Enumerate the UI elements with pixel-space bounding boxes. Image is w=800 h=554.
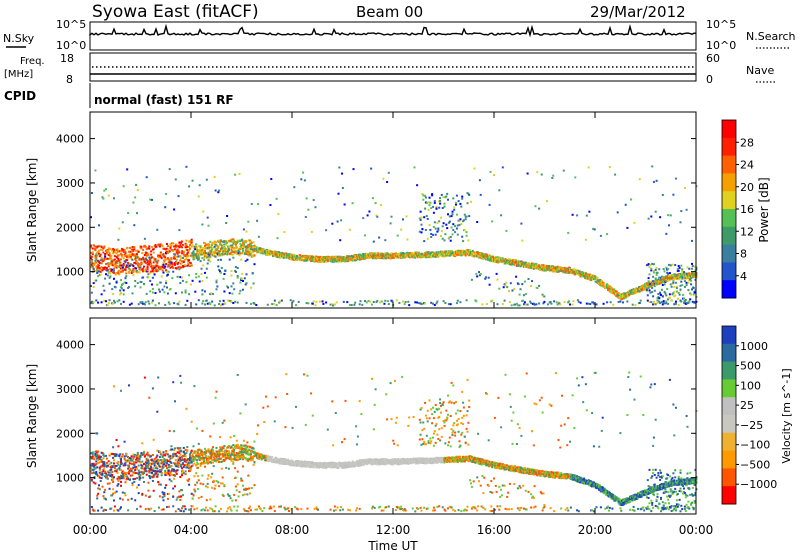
x-tick-label: 00:00 (679, 523, 714, 537)
colorbar-tick-label: 25 (740, 399, 754, 412)
freq-panel-frame (89, 52, 697, 82)
colorbar-segment (722, 486, 736, 505)
x-tick-label: 04:00 (174, 523, 209, 537)
beam-title: Beam 00 (356, 3, 423, 21)
y-tick-label: 4000 (56, 133, 84, 146)
colorbar-tick-label: 20 (740, 181, 754, 194)
nave-tick-top: 60 (706, 52, 720, 65)
x-tick-label: 08:00 (275, 523, 310, 537)
y-tick-label: 3000 (56, 177, 84, 190)
power-panel-frame (89, 111, 697, 309)
noise-right-tick-bottom: 10^0 (706, 39, 736, 52)
x-tick-label: 20:00 (578, 523, 613, 537)
velocity-colorbar: 1000 500 100 25 −25 −100 −500 −1000 (721, 325, 777, 505)
colorbar-segment (722, 468, 736, 487)
power-y-axis: 1000 2000 3000 4000 (56, 133, 696, 279)
nave-tick-bottom: 0 (706, 73, 713, 86)
cpid-text: normal (fast) 151 RF (94, 93, 234, 107)
x-tick-label: 00:00 (73, 523, 108, 537)
colorbar-segment (722, 280, 736, 299)
nave-label: Nave (746, 64, 774, 77)
colorbar-segment (722, 262, 736, 281)
cpid-label: CPID (4, 89, 36, 103)
x-axis-label: Time UT (367, 539, 418, 553)
y-tick-label: 1000 (56, 266, 84, 279)
colorbar-segment (722, 361, 736, 380)
noise-panel-frame (89, 21, 697, 51)
noise-sky-line (89, 23, 696, 38)
power-colorbar-label: Power [dB] (757, 177, 771, 242)
colorbar-tick-label: −1000 (740, 478, 777, 491)
colorbar-tick-label: −25 (740, 419, 763, 432)
colorbar-segment (722, 415, 736, 434)
freq-tick-bottom: 8 (66, 73, 73, 86)
noise-right-label: N.Search (746, 30, 796, 43)
velocity-ylabel: Slant Range [km] (25, 364, 39, 468)
colorbar-tick-label: −100 (740, 439, 770, 452)
noise-left-tick-top: 10^5 (56, 18, 86, 31)
colorbar-segment (722, 397, 736, 416)
y-tick-label: 1000 (56, 472, 84, 485)
power-ylabel: Slant Range [km] (25, 158, 39, 262)
noise-sky-trace (89, 23, 696, 38)
date-title: 29/Mar/2012 (590, 3, 686, 21)
colorbar-tick-label: 100 (740, 379, 761, 392)
x-tick-label: 16:00 (477, 523, 512, 537)
noise-left-label: N.Sky (3, 32, 35, 45)
colorbar-segment (722, 432, 736, 452)
colorbar-tick-label: 8 (740, 248, 747, 261)
y-tick-label: 2000 (56, 427, 84, 440)
y-tick-label: 4000 (56, 339, 84, 352)
colorbar-segment (722, 226, 736, 246)
colorbar-tick-label: 24 (740, 159, 754, 172)
velocity-heatmap (90, 371, 698, 513)
colorbar-segment (722, 326, 736, 345)
colorbar-segment (722, 155, 736, 174)
colorbar-tick-label: 28 (740, 136, 754, 149)
velocity-colorbar-label: Velocity [m s^-1] (780, 368, 793, 463)
colorbar-tick-label: 500 (740, 360, 761, 373)
colorbar-tick-label: 16 (740, 203, 754, 216)
colorbar-tick-label: 4 (740, 270, 747, 283)
velocity-y-axis: 1000 2000 3000 4000 (56, 339, 696, 485)
time-x-axis: 00:00 04:00 08:00 12:00 16:00 20:00 00:00 (73, 112, 714, 537)
colorbar-segment (722, 173, 736, 192)
colorbar-segment (722, 191, 736, 210)
colorbar-tick-label: 1000 (740, 340, 768, 353)
freq-label-line1: Freq. (20, 56, 45, 67)
y-tick-label: 3000 (56, 383, 84, 396)
station-title: Syowa East (fitACF) (92, 2, 259, 22)
noise-right-tick-top: 10^5 (706, 18, 736, 31)
colorbar-segment (722, 137, 736, 157)
colorbar-tick-label: 12 (740, 225, 754, 238)
colorbar-segment (722, 379, 736, 398)
freq-tick-top: 18 (60, 52, 74, 65)
y-tick-label: 2000 (56, 221, 84, 234)
x-tick-label: 12:00 (376, 523, 411, 537)
colorbar-segment (722, 450, 736, 469)
power-heatmap (90, 165, 698, 307)
power-colorbar: 28 24 20 16 12 8 4 (721, 119, 754, 299)
freq-label-line2: [MHz] (4, 69, 33, 80)
colorbar-tick-label: −500 (740, 458, 770, 471)
colorbar-segment (722, 244, 736, 263)
velocity-panel-frame (89, 317, 697, 515)
colorbar-segment (722, 120, 736, 139)
colorbar-segment (722, 343, 736, 363)
colorbar-segment (722, 209, 736, 228)
noise-left-tick-bottom: 10^0 (56, 39, 86, 52)
